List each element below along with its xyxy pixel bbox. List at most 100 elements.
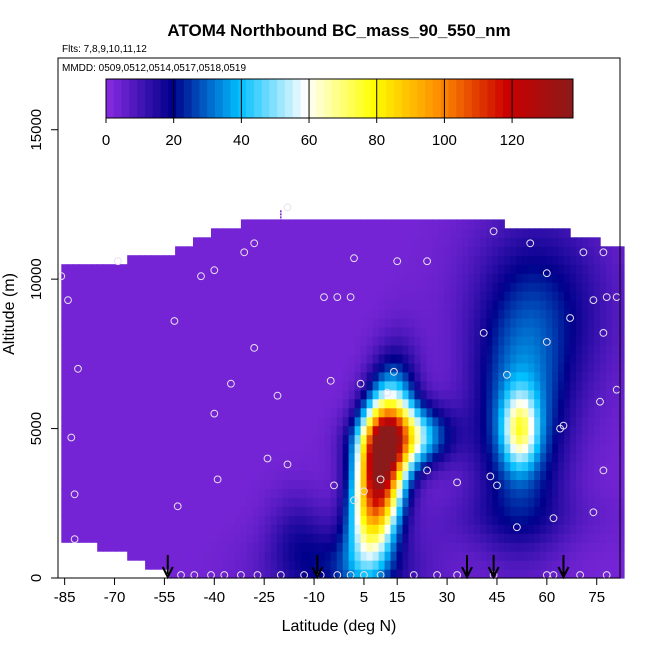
heatmap-cell xyxy=(163,443,170,454)
heatmap-cell xyxy=(234,318,242,328)
heatmap-cell xyxy=(402,309,410,319)
heatmap-cell xyxy=(252,380,260,391)
heatmap-cell xyxy=(294,353,302,364)
colorbar-tick-label: 60 xyxy=(301,132,318,149)
heatmap-cell xyxy=(288,398,296,409)
heatmap-cell xyxy=(127,434,134,445)
heatmap-cell xyxy=(336,380,344,391)
heatmap-cell xyxy=(294,434,302,445)
heatmap-cell xyxy=(73,371,80,382)
heatmap-cell xyxy=(330,273,338,283)
heatmap-cell xyxy=(121,524,128,534)
heatmap-cell xyxy=(312,237,320,247)
heatmap-cell xyxy=(264,362,272,373)
heatmap-cell xyxy=(594,327,601,337)
heatmap-cell xyxy=(492,398,499,409)
heatmap-cell xyxy=(246,219,254,229)
heatmap-cell xyxy=(151,497,158,507)
heatmap-cell xyxy=(306,335,314,346)
heatmap-cell xyxy=(462,461,469,471)
heatmap-cell xyxy=(258,416,266,427)
heatmap-cell xyxy=(91,497,98,507)
heatmap-cell xyxy=(342,362,350,373)
heatmap-cell xyxy=(468,506,475,516)
heatmap-cell xyxy=(600,273,607,283)
heatmap-cell xyxy=(240,344,248,355)
heatmap-cell xyxy=(258,264,266,274)
heatmap-cell xyxy=(91,318,98,328)
heatmap-cell xyxy=(492,524,499,534)
heatmap-cell xyxy=(522,309,529,319)
heatmap-cell xyxy=(438,461,445,471)
heatmap-cell xyxy=(618,416,625,427)
heatmap-cell xyxy=(456,488,463,498)
heatmap-cell xyxy=(282,335,290,346)
colorbar-segment xyxy=(183,79,193,118)
heatmap-cell xyxy=(169,344,176,355)
heatmap-cell xyxy=(396,479,404,489)
heatmap-cell xyxy=(564,335,571,346)
heatmap-cell xyxy=(330,264,338,274)
heatmap-cell xyxy=(169,389,176,400)
heatmap-cell xyxy=(61,506,68,516)
heatmap-cell xyxy=(558,497,565,507)
heatmap-cell xyxy=(468,461,475,471)
heatmap-cell xyxy=(276,506,284,516)
heatmap-cell xyxy=(504,273,511,283)
heatmap-cell xyxy=(312,282,320,292)
heatmap-cell xyxy=(199,255,206,265)
heatmap-cell xyxy=(205,371,212,382)
heatmap-cell xyxy=(145,300,152,310)
heatmap-cell xyxy=(133,380,140,391)
heatmap-cell xyxy=(306,291,314,301)
heatmap-cell xyxy=(384,362,392,373)
heatmap-cell xyxy=(324,443,332,454)
heatmap-cell xyxy=(288,425,296,436)
heatmap-cell xyxy=(73,309,80,319)
heatmap-cell xyxy=(312,327,320,337)
heatmap-cell xyxy=(474,353,481,364)
heatmap-cell xyxy=(360,353,368,364)
heatmap-cell xyxy=(163,551,170,561)
x-tick-label: -70 xyxy=(104,589,126,606)
heatmap-cell xyxy=(540,380,547,391)
heatmap-cell xyxy=(103,470,110,480)
heatmap-cell xyxy=(211,327,218,337)
heatmap-cell xyxy=(270,246,278,256)
heatmap-cell xyxy=(270,443,278,454)
heatmap-cell xyxy=(217,282,224,292)
heatmap-cell xyxy=(342,246,350,256)
heatmap-cell xyxy=(570,362,577,373)
sample-point xyxy=(173,502,182,511)
heatmap-cell xyxy=(576,398,583,409)
heatmap-cell xyxy=(175,524,182,534)
heatmap-cell xyxy=(193,309,200,319)
heatmap-cell xyxy=(151,353,158,364)
heatmap-cell xyxy=(294,461,302,471)
colorbar-segment xyxy=(308,79,317,118)
heatmap-cell xyxy=(258,407,266,418)
heatmap-cell xyxy=(414,542,422,552)
heatmap-cell xyxy=(576,479,583,489)
heatmap-cell xyxy=(396,273,404,283)
heatmap-cell xyxy=(606,264,613,274)
heatmap-cell xyxy=(582,416,589,427)
heatmap-cell xyxy=(318,255,326,265)
heatmap-cell xyxy=(366,300,374,310)
heatmap-cell xyxy=(408,255,416,265)
heatmap-cell xyxy=(456,335,463,346)
heatmap-cell xyxy=(217,461,224,471)
heatmap-cell xyxy=(612,533,619,543)
heatmap-cell xyxy=(618,533,625,543)
heatmap-cell xyxy=(402,506,410,516)
heatmap-cell xyxy=(211,407,218,418)
heatmap-cell xyxy=(516,255,523,265)
heatmap-cell xyxy=(288,452,296,463)
heatmap-cell xyxy=(408,416,416,427)
heatmap-cell xyxy=(366,497,374,507)
heatmap-cell xyxy=(378,452,386,463)
heatmap-cell xyxy=(145,443,152,454)
heatmap-cell xyxy=(360,425,368,436)
heatmap-cell xyxy=(558,461,565,471)
heatmap-cell xyxy=(516,434,523,445)
